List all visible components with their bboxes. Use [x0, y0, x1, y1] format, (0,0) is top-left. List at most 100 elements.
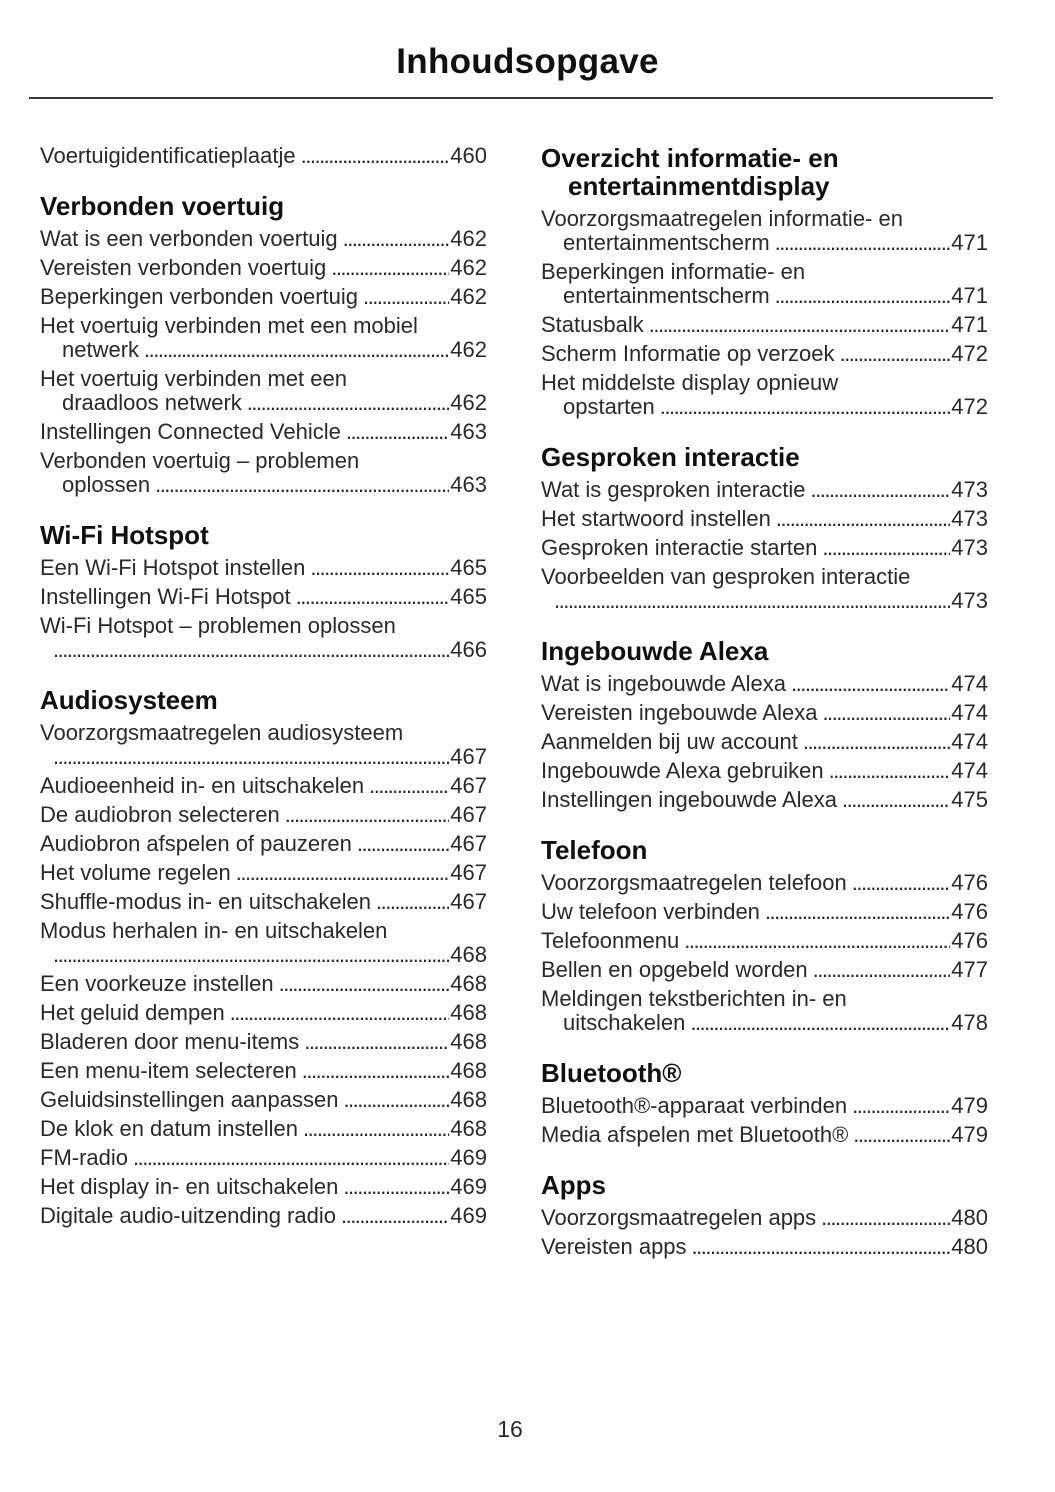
toc-entry-row: De klok en datum instellen 468 — [40, 1117, 487, 1141]
toc-entry-label: FM-radio — [40, 1145, 129, 1170]
toc-entry-row: Een Wi-Fi Hotspot instellen 465 — [40, 556, 487, 580]
toc-entry-label: Audiobron afspelen of pauzeren — [40, 831, 352, 856]
toc-entry-row: Beperkingen verbonden voertuig 462 — [40, 285, 487, 309]
toc-entry: FM-radio 469 — [40, 1146, 487, 1170]
dot-leader — [811, 478, 951, 502]
toc-entry-label: Voorzorgsmaatregelen audiosysteem — [40, 720, 404, 745]
toc-entry: Wi-Fi Hotspot – problemen oplossen 466 — [40, 614, 487, 662]
toc-entry-label: Voertuigidentificatieplaatje — [40, 143, 296, 168]
toc-entry: Scherm Informatie op verzoek 472 — [541, 342, 988, 366]
toc-entry-page: 473 — [951, 588, 988, 613]
toc-entry-page: 474 — [951, 671, 988, 696]
dot-leader — [821, 1206, 950, 1230]
toc-entry-row: Instellingen ingebouwde Alexa 475 — [541, 788, 988, 812]
toc-entry-label: Statusbalk — [541, 312, 644, 337]
toc-entry-tail: draadloos netwerk 462 — [40, 391, 487, 415]
toc-entry-page: 473 — [951, 535, 988, 560]
toc-entry-page: 462 — [450, 255, 487, 280]
toc-entry-row: Bladeren door menu-items 468 — [40, 1030, 487, 1054]
toc-entry: Instellingen Connected Vehicle 463 — [40, 420, 487, 444]
toc-entry-label: Digitale audio-uitzending radio — [40, 1203, 336, 1228]
toc-entry-label: Het display in- en uitschakelen — [40, 1174, 339, 1199]
toc-entry-page: 467 — [450, 802, 487, 827]
toc-entry-row: Vereisten apps 480 — [541, 1235, 988, 1259]
toc-entry-page: 465 — [450, 584, 487, 609]
toc-entry-page: 468 — [450, 942, 487, 967]
toc-entry-label: Een voorkeuze instellen — [40, 971, 274, 996]
section-heading: Bluetooth® — [541, 1059, 988, 1087]
toc-entry: Een menu-item selecteren 468 — [40, 1059, 487, 1083]
toc-entry-page: 476 — [951, 899, 988, 924]
toc-entry-row: Audioeenheid in- en uitschakelen 467 — [40, 774, 487, 798]
toc-entry-label: Voorzorgsmaatregelen apps — [541, 1205, 817, 1230]
section-heading-line: Ingebouwde Alexa — [541, 636, 769, 666]
toc-section: Ingebouwde Alexa Wat is ingebouwde Alexa 4… — [541, 637, 988, 812]
toc-entry-label: Wi-Fi Hotspot – problemen oplossen — [40, 613, 396, 638]
toc-entry-page: 475 — [951, 787, 988, 812]
toc-entry-row: Het geluid dempen 468 — [40, 1001, 487, 1025]
toc-entry: Audioeenheid in- en uitschakelen 467 — [40, 774, 487, 798]
toc-entry-page: 463 — [450, 419, 487, 444]
manual-toc-page: Inhoudsopgave Voertuigidentificatieplaat… — [0, 44, 1055, 1442]
dot-leader — [285, 803, 450, 827]
toc-entry-page: 480 — [951, 1205, 988, 1230]
toc-entry-page: 468 — [450, 1058, 487, 1083]
dot-leader — [304, 1030, 449, 1054]
toc-columns: Voertuigidentificatieplaatje 460 Verbonden… — [40, 144, 1055, 1264]
dot-leader — [369, 774, 449, 798]
section-heading: Ingebouwde Alexa — [541, 637, 988, 665]
toc-entry-page: 468 — [450, 971, 487, 996]
toc-entry-label-cont: uitschakelen — [563, 1010, 686, 1035]
toc-entry: Vereisten ingebouwde Alexa 474 — [541, 701, 988, 725]
section-heading: Gesproken interactie — [541, 443, 988, 471]
toc-entry-tail: netwerk 462 — [40, 338, 487, 362]
toc-entry-row: Statusbalk 471 — [541, 313, 988, 337]
dot-leader — [303, 1117, 449, 1141]
dot-leader — [346, 420, 449, 444]
toc-entry: Het voertuig verbinden met een draadloos … — [40, 367, 487, 415]
toc-entry: Instellingen Wi-Fi Hotspot 465 — [40, 585, 487, 609]
toc-entry-label: Instellingen ingebouwde Alexa — [541, 787, 838, 812]
dot-leader — [839, 342, 950, 366]
toc-entry-page: 471 — [951, 283, 988, 308]
toc-entry-tail: 467 — [40, 745, 487, 769]
toc-entry-label: Modus herhalen in- en uitschakelen — [40, 918, 388, 943]
dot-leader — [155, 473, 449, 497]
toc-column-right: Overzicht informatie- en entertainmentdis… — [541, 144, 988, 1264]
toc-entry-label: Het voertuig verbinden met een mobiel — [40, 313, 418, 338]
section-heading-line: Apps — [541, 1170, 606, 1200]
dot-leader — [554, 589, 950, 613]
toc-entry: De audiobron selecteren 467 — [40, 803, 487, 827]
section-heading-line: Telefoon — [541, 835, 648, 865]
toc-entry-tail: oplossen 463 — [40, 473, 487, 497]
toc-entry-page: 471 — [951, 230, 988, 255]
toc-entry-label: De klok en datum instellen — [40, 1116, 299, 1141]
section-heading: Overzicht informatie- en entertainmentdis… — [541, 144, 988, 200]
toc-section: Apps Voorzorgsmaatregelen apps 480 Vereiste… — [541, 1171, 988, 1259]
dot-leader — [363, 285, 449, 309]
toc-entry-tail: opstarten 472 — [541, 395, 988, 419]
toc-entry: Gesproken interactie starten 473 — [541, 536, 988, 560]
toc-entry: Een Wi-Fi Hotspot instellen 465 — [40, 556, 487, 580]
dot-leader — [775, 231, 951, 255]
dot-leader — [53, 638, 449, 662]
dot-leader — [376, 890, 449, 914]
toc-column-left: Voertuigidentificatieplaatje 460 Verbonden… — [40, 144, 487, 1264]
section-heading: Telefoon — [541, 836, 988, 864]
toc-entry-label: De audiobron selecteren — [40, 802, 280, 827]
toc-entry-page: 467 — [450, 744, 487, 769]
toc-entry: Het startwoord instellen 473 — [541, 507, 988, 531]
dot-leader — [341, 1204, 449, 1228]
toc-entry-label: Vereisten apps — [541, 1234, 687, 1259]
toc-entry-row: Bluetooth®-apparaat verbinden 479 — [541, 1094, 988, 1118]
toc-entry-row: Het volume regelen 467 — [40, 861, 487, 885]
dot-leader — [776, 507, 950, 531]
toc-entry-row: Media afspelen met Bluetooth® 479 — [541, 1123, 988, 1147]
toc-entry-page: 468 — [450, 1116, 487, 1141]
dot-leader — [343, 227, 450, 251]
toc-entry-label: Media afspelen met Bluetooth® — [541, 1122, 849, 1147]
toc-entry: Het volume regelen 467 — [40, 861, 487, 885]
toc-entry-row: Telefoonmenu 476 — [541, 929, 988, 953]
toc-entry-page: 463 — [450, 472, 487, 497]
toc-entry-page: 467 — [450, 831, 487, 856]
